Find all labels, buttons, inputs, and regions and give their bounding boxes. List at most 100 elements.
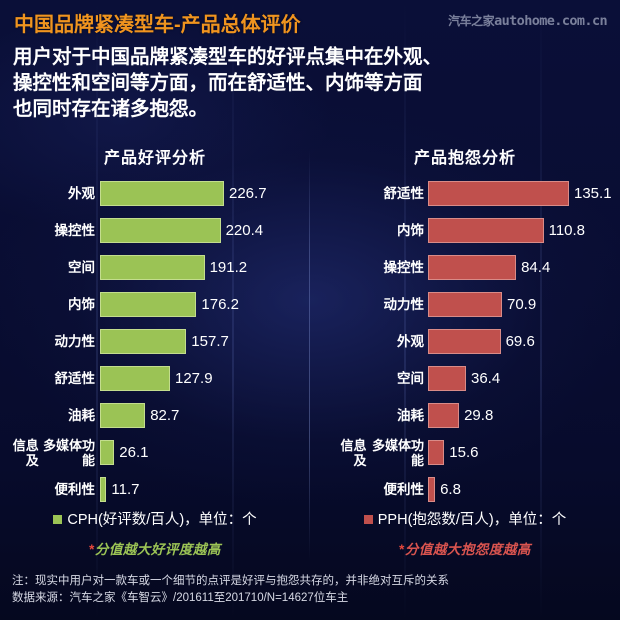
background-beam <box>96 0 98 620</box>
complaint-row: 70.9 动力性 <box>310 286 620 323</box>
complaint-row: 84.4 操控性 <box>310 249 620 286</box>
complaint-bar-group: 84.4 <box>428 249 550 286</box>
complaint-bar <box>428 477 436 502</box>
complaint-bar <box>428 329 501 354</box>
praise-row: 26.1 信息及 多媒体功能 <box>0 434 310 471</box>
praise-bar-list: 226.7 外观 220.4 操控性 191.2 空间 176.2 内饰 157.7 动力性 127… <box>0 175 310 508</box>
praise-value-label: 191.2 <box>209 259 248 276</box>
complaint-row: 15.6 信息及 多媒体功能 <box>310 434 620 471</box>
praise-category-label: 信息及 多媒体功能 <box>12 437 95 468</box>
subheading-line-2: 操控性和空间等方面，而在舒适性、内饰等方面 <box>13 72 423 94</box>
complaint-legend-note: *分值越大抱怨度越高 <box>310 538 620 558</box>
complaint-category-label: 舒适性 <box>383 186 425 201</box>
complaint-bar <box>428 181 569 206</box>
praise-row: 176.2 内饰 <box>0 286 310 323</box>
praise-legend: CPH(好评数/百人)，单位：个 *分值越大好评度越高 <box>0 508 310 558</box>
praise-row: 157.7 动力性 <box>0 323 310 360</box>
praise-bar <box>100 218 221 243</box>
complaint-bar-group: 70.9 <box>428 286 536 323</box>
panel-divider <box>309 150 310 560</box>
complaint-value-label: 29.8 <box>464 407 494 424</box>
complaint-legend-swatch-icon <box>363 515 373 524</box>
complaint-category-label: 空间 <box>397 371 424 386</box>
praise-chart-panel: 产品好评分析 226.7 外观 220.4 操控性 191.2 空间 176.2 内饰 157.… <box>0 140 310 502</box>
complaint-bar <box>428 403 460 428</box>
footer: 注：现实中用户对一款车或一个细节的点评是好评与抱怨共存的，并非绝对互斥的关系 数… <box>12 573 612 607</box>
praise-category-label: 动力性 <box>54 334 96 349</box>
complaint-bar-group: 69.6 <box>428 323 535 360</box>
complaint-legend: PPH(抱怨数/百人)，单位：个 *分值越大抱怨度越高 <box>310 508 620 558</box>
subheading: 用户对于中国品牌紧凑型车的好评点集中在外观、 操控性和空间等方面，而在舒适性、内… <box>13 44 593 122</box>
complaint-category-label: 内饰 <box>397 223 424 238</box>
praise-category-label: 油耗 <box>68 408 95 423</box>
background-beam <box>540 0 542 620</box>
complaint-bar-group: 36.4 <box>428 360 500 397</box>
brand-logo-en: autohome.com.cn <box>494 13 608 29</box>
praise-value-label: 26.1 <box>119 444 149 461</box>
footer-source: 数据来源：汽车之家《车智云》/201611至201710/N=14627位车主 <box>12 592 349 604</box>
praise-legend-swatch-icon <box>53 515 63 524</box>
praise-value-label: 82.7 <box>150 407 180 424</box>
praise-row: 127.9 舒适性 <box>0 360 310 397</box>
complaint-row: 135.1 舒适性 <box>310 175 620 212</box>
background-beam <box>404 0 406 620</box>
praise-bar-group: 82.7 <box>100 397 179 434</box>
complaint-value-label: 84.4 <box>521 259 551 276</box>
brand-logo-cn: 汽车之家 <box>448 14 495 28</box>
praise-value-label: 176.2 <box>201 296 239 313</box>
complaint-value-label: 15.6 <box>449 444 479 461</box>
praise-bar <box>100 329 187 354</box>
complaint-row: 110.8 内饰 <box>310 212 620 249</box>
praise-row: 191.2 空间 <box>0 249 310 286</box>
complaint-bar-group: 135.1 <box>428 175 612 212</box>
complaint-value-label: 135.1 <box>574 185 612 202</box>
asterisk-icon: * <box>89 542 95 557</box>
complaint-bar <box>428 292 502 317</box>
complaint-bar-group: 15.6 <box>428 434 479 471</box>
praise-legend-note-text: 分值越大好评度越高 <box>94 542 221 557</box>
complaint-chart-panel: 产品抱怨分析 135.1 舒适性 110.8 内饰 84.4 操控性 70.9 动力性 69.6… <box>310 140 620 502</box>
praise-category-label: 空间 <box>68 260 95 275</box>
praise-bar <box>100 181 224 206</box>
complaint-category-label: 信息及 多媒体功能 <box>340 437 424 468</box>
praise-bar-group: 176.2 <box>100 286 239 323</box>
complaint-bar <box>428 255 517 280</box>
background-beam <box>232 0 234 620</box>
praise-bar <box>100 403 146 428</box>
praise-value-label: 157.7 <box>191 333 229 350</box>
complaint-value-label: 69.6 <box>505 333 535 350</box>
complaint-legend-note-text: 分值越大抱怨度越高 <box>404 542 531 557</box>
complaint-bar <box>428 218 544 243</box>
praise-value-label: 226.7 <box>229 185 267 202</box>
praise-bar-group: 26.1 <box>100 434 149 471</box>
praise-bar-group: 220.4 <box>100 212 263 249</box>
praise-bar-group: 11.7 <box>100 471 139 508</box>
praise-category-label: 内饰 <box>68 297 95 312</box>
praise-bar <box>100 255 205 280</box>
praise-category-label: 便利性 <box>54 482 96 497</box>
praise-category-label: 外观 <box>68 186 95 201</box>
complaint-row: 6.8 便利性 <box>310 471 620 508</box>
complaint-row: 29.8 油耗 <box>310 397 620 434</box>
complaint-value-label: 6.8 <box>440 481 461 498</box>
praise-category-label: 操控性 <box>54 223 96 238</box>
praise-legend-label: CPH(好评数/百人)，单位：个 <box>67 512 257 528</box>
praise-value-label: 220.4 <box>225 222 264 239</box>
praise-bar <box>100 366 170 391</box>
complaint-bar <box>428 366 466 391</box>
praise-bar-group: 127.9 <box>100 360 213 397</box>
complaint-bar-group: 110.8 <box>428 212 585 249</box>
praise-bar <box>100 292 197 317</box>
praise-bar-group: 157.7 <box>100 323 229 360</box>
praise-row: 226.7 外观 <box>0 175 310 212</box>
page-title: 中国品牌紧凑型车-产品总体评价 <box>14 14 301 36</box>
complaint-category-label: 操控性 <box>383 260 425 275</box>
complaint-legend-label: PPH(抱怨数/百人)，单位：个 <box>377 512 567 528</box>
praise-row: 220.4 操控性 <box>0 212 310 249</box>
complaint-value-label: 110.8 <box>548 222 586 239</box>
praise-value-label: 11.7 <box>111 481 140 498</box>
complaint-row: 69.6 外观 <box>310 323 620 360</box>
complaint-value-label: 70.9 <box>507 296 537 313</box>
praise-chart-title: 产品好评分析 <box>103 150 206 167</box>
